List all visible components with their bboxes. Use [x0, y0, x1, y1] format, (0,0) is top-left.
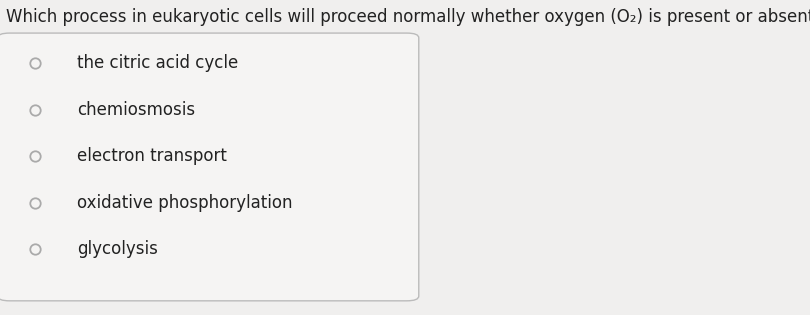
FancyBboxPatch shape: [0, 33, 419, 301]
Text: chemiosmosis: chemiosmosis: [77, 100, 195, 119]
Text: oxidative phosphorylation: oxidative phosphorylation: [77, 194, 292, 212]
Text: glycolysis: glycolysis: [77, 240, 158, 259]
Text: the citric acid cycle: the citric acid cycle: [77, 54, 238, 72]
Text: Which process in eukaryotic cells will proceed normally whether oxygen (O₂) is p: Which process in eukaryotic cells will p…: [6, 8, 810, 26]
Text: electron transport: electron transport: [77, 147, 227, 165]
